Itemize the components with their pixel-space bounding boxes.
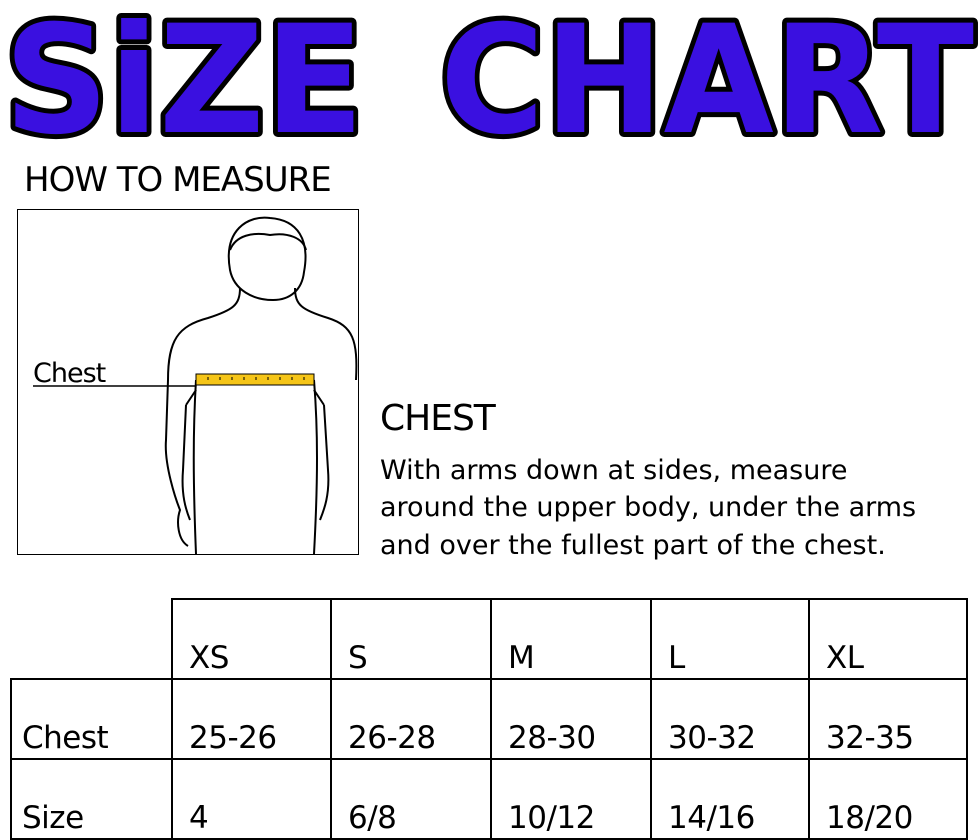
how-to-measure-heading: HOW TO MEASURE <box>24 160 332 200</box>
table-cell: 4 <box>171 758 332 840</box>
size-header-m: M <box>508 640 535 676</box>
size-header-cell: M <box>490 598 652 680</box>
size-header-cell: L <box>650 598 810 680</box>
table-cell: 28-30 <box>490 678 652 760</box>
table-cell: 18/20 <box>808 758 968 840</box>
table-cell: 14/16 <box>650 758 810 840</box>
cell-value: 26-28 <box>348 720 436 756</box>
cell-value: 30-32 <box>668 720 756 756</box>
chest-heading: CHEST <box>380 398 496 439</box>
title-word-chart: CHART <box>440 0 974 150</box>
cell-value: 18/20 <box>826 800 913 836</box>
title-word-size: SiZE <box>4 0 364 150</box>
table-cell: 6/8 <box>330 758 492 840</box>
cell-value: 25-26 <box>189 720 277 756</box>
size-header-s: S <box>348 640 368 676</box>
cell-value: 6/8 <box>348 800 397 836</box>
measuring-tape <box>195 373 315 386</box>
table-cell: 26-28 <box>330 678 492 760</box>
cell-value: 4 <box>189 800 209 836</box>
table-cell: 32-35 <box>808 678 968 760</box>
chest-description-line: With arms down at sides, measure <box>380 455 848 486</box>
table-row-label: Size <box>10 758 173 840</box>
size-chart-title: SiZE CHART <box>0 0 978 150</box>
cell-value: 32-35 <box>826 720 914 756</box>
body-outline-illustration: Chest <box>33 216 358 555</box>
table-cell: 25-26 <box>171 678 332 760</box>
row-label-size: Size <box>22 800 84 836</box>
measure-figure: Chest <box>17 209 359 555</box>
cell-value: 28-30 <box>508 720 596 756</box>
figure-chest-label: Chest <box>33 358 106 389</box>
size-header-cell: XL <box>808 598 968 680</box>
chest-description-line: and over the fullest part of the chest. <box>380 530 886 561</box>
size-header-cell: S <box>330 598 492 680</box>
cell-value: 14/16 <box>668 800 755 836</box>
size-header-xs: XS <box>189 640 229 676</box>
table-cell: 10/12 <box>490 758 652 840</box>
cell-value: 10/12 <box>508 800 595 836</box>
row-label-chest: Chest <box>22 720 109 756</box>
table-cell: 30-32 <box>650 678 810 760</box>
chest-description-line: around the upper body, under the arms <box>380 492 917 523</box>
size-header-xl: XL <box>826 640 864 676</box>
size-header-cell: XS <box>171 598 332 680</box>
size-header-l: L <box>668 640 685 676</box>
table-row-label: Chest <box>10 678 173 760</box>
